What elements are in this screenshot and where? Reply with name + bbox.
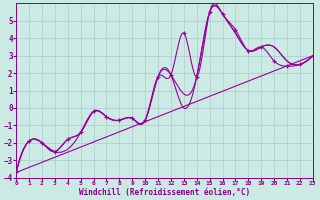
X-axis label: Windchill (Refroidissement éolien,°C): Windchill (Refroidissement éolien,°C) [79, 188, 250, 197]
